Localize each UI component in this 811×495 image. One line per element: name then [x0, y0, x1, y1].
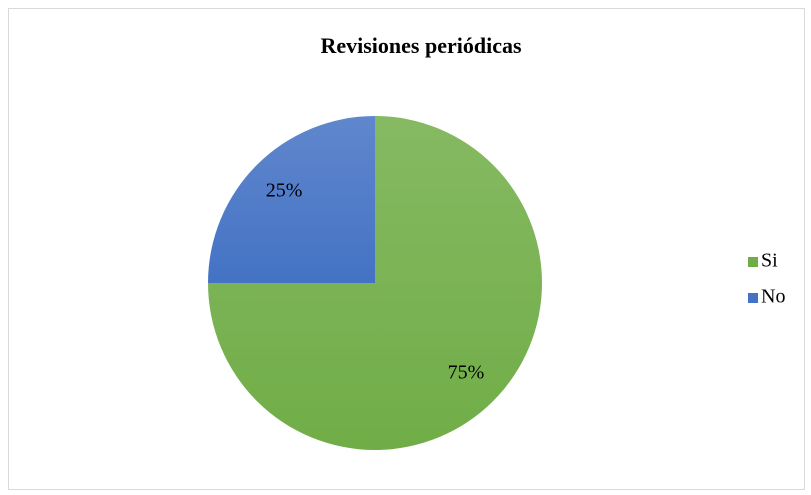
- legend-label: No: [761, 286, 785, 308]
- legend-swatch: [748, 293, 758, 303]
- chart-title: Revisiones periódicas: [320, 33, 521, 58]
- legend-label: Si: [761, 250, 778, 272]
- legend-swatch: [748, 257, 758, 267]
- pie-slice: [208, 116, 375, 283]
- data-label: 75%: [448, 362, 485, 384]
- data-label: 25%: [266, 180, 303, 202]
